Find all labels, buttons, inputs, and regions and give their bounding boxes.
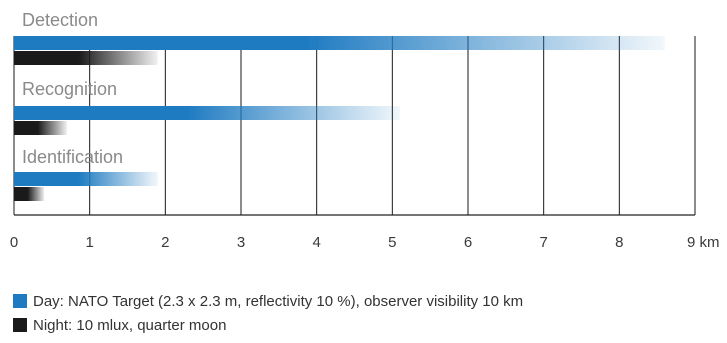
legend: Day: NATO Target (2.3 x 2.3 m, reflectiv… xyxy=(13,290,523,338)
legend-swatch-day xyxy=(13,294,27,308)
bars xyxy=(14,36,665,201)
x-tick-label: 1 xyxy=(85,234,93,251)
bar-identification-night xyxy=(14,187,45,201)
bar-detection-day xyxy=(14,36,665,50)
legend-label-night: Night: 10 mlux, quarter moon xyxy=(33,316,227,334)
x-tick-label: 0 xyxy=(10,234,18,251)
x-tick-label: 7 xyxy=(539,234,547,251)
grid-lines xyxy=(13,36,696,215)
category-label-identification: Identification xyxy=(22,147,123,167)
x-tick-label: 2 xyxy=(161,234,169,251)
legend-label-day: Day: NATO Target (2.3 x 2.3 m, reflectiv… xyxy=(33,292,524,310)
bar-recognition-night xyxy=(14,121,67,135)
x-tick-label: 4 xyxy=(312,234,320,251)
x-tick-label: 9 km xyxy=(687,234,720,251)
x-tick-labels: 0 1 2 3 4 5 6 7 8 9 km xyxy=(10,234,720,251)
legend-item-night: Night: 10 mlux, quarter moon xyxy=(13,314,523,336)
category-labels: Detection Recognition Identification xyxy=(22,10,123,167)
legend-item-day: Day: NATO Target (2.3 x 2.3 m, reflectiv… xyxy=(13,290,523,312)
category-label-detection: Detection xyxy=(22,10,98,30)
legend-swatch-night xyxy=(13,318,27,332)
bar-recognition-day xyxy=(14,106,400,120)
bar-detection-night xyxy=(14,51,158,65)
x-tick-label: 6 xyxy=(464,234,472,251)
bar-identification-day xyxy=(14,172,158,186)
category-label-recognition: Recognition xyxy=(22,79,117,99)
x-tick-label: 8 xyxy=(615,234,623,251)
x-tick-label: 5 xyxy=(388,234,396,251)
x-tick-label: 3 xyxy=(237,234,245,251)
